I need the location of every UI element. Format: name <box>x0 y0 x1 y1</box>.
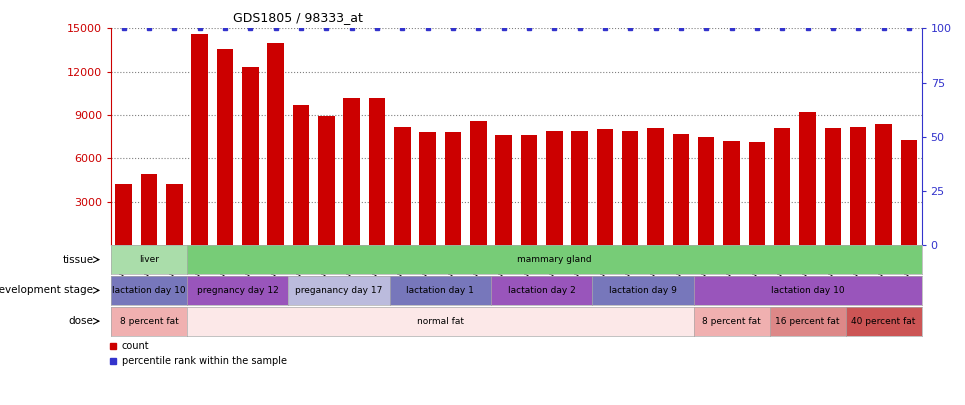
Text: 40 percent fat: 40 percent fat <box>851 317 916 326</box>
Text: tissue: tissue <box>63 255 94 264</box>
Text: normal fat: normal fat <box>417 317 464 326</box>
Bar <box>825 128 841 245</box>
Bar <box>344 98 360 245</box>
Bar <box>673 134 689 245</box>
Bar <box>799 112 815 245</box>
Bar <box>900 140 917 245</box>
Text: percentile rank within the sample: percentile rank within the sample <box>122 356 287 366</box>
Bar <box>267 43 284 245</box>
Text: dose: dose <box>69 316 94 326</box>
Bar <box>242 67 259 245</box>
Bar <box>724 141 740 245</box>
Bar <box>495 135 511 245</box>
Bar <box>141 174 157 245</box>
Bar <box>420 132 436 245</box>
Text: lactation day 10: lactation day 10 <box>771 286 844 295</box>
Bar <box>546 131 563 245</box>
Bar <box>622 131 639 245</box>
Bar <box>648 128 664 245</box>
Bar <box>875 124 892 245</box>
Text: preganancy day 17: preganancy day 17 <box>295 286 383 295</box>
Bar <box>318 117 335 245</box>
Text: lactation day 9: lactation day 9 <box>609 286 676 295</box>
Bar <box>749 143 765 245</box>
Bar <box>394 127 410 245</box>
Text: liver: liver <box>139 255 159 264</box>
Text: lactation day 10: lactation day 10 <box>112 286 186 295</box>
Text: mammary gland: mammary gland <box>517 255 592 264</box>
Text: GDS1805 / 98333_at: GDS1805 / 98333_at <box>233 11 363 24</box>
Bar <box>571 131 588 245</box>
Bar <box>191 34 207 245</box>
Text: 8 percent fat: 8 percent fat <box>703 317 761 326</box>
Text: pregnancy day 12: pregnancy day 12 <box>197 286 279 295</box>
Text: 8 percent fat: 8 percent fat <box>120 317 179 326</box>
Text: development stage: development stage <box>0 286 94 295</box>
Bar <box>116 184 132 245</box>
Text: lactation day 2: lactation day 2 <box>508 286 575 295</box>
Bar <box>445 132 461 245</box>
Bar <box>292 105 309 245</box>
Bar <box>698 136 714 245</box>
Bar <box>774 128 790 245</box>
Bar <box>166 184 182 245</box>
Bar <box>521 135 538 245</box>
Bar <box>596 130 613 245</box>
Bar <box>217 49 234 245</box>
Bar <box>470 121 486 245</box>
Bar <box>369 98 385 245</box>
Text: 16 percent fat: 16 percent fat <box>775 317 840 326</box>
Bar <box>850 127 867 245</box>
Text: lactation day 1: lactation day 1 <box>406 286 474 295</box>
Text: count: count <box>122 341 150 351</box>
